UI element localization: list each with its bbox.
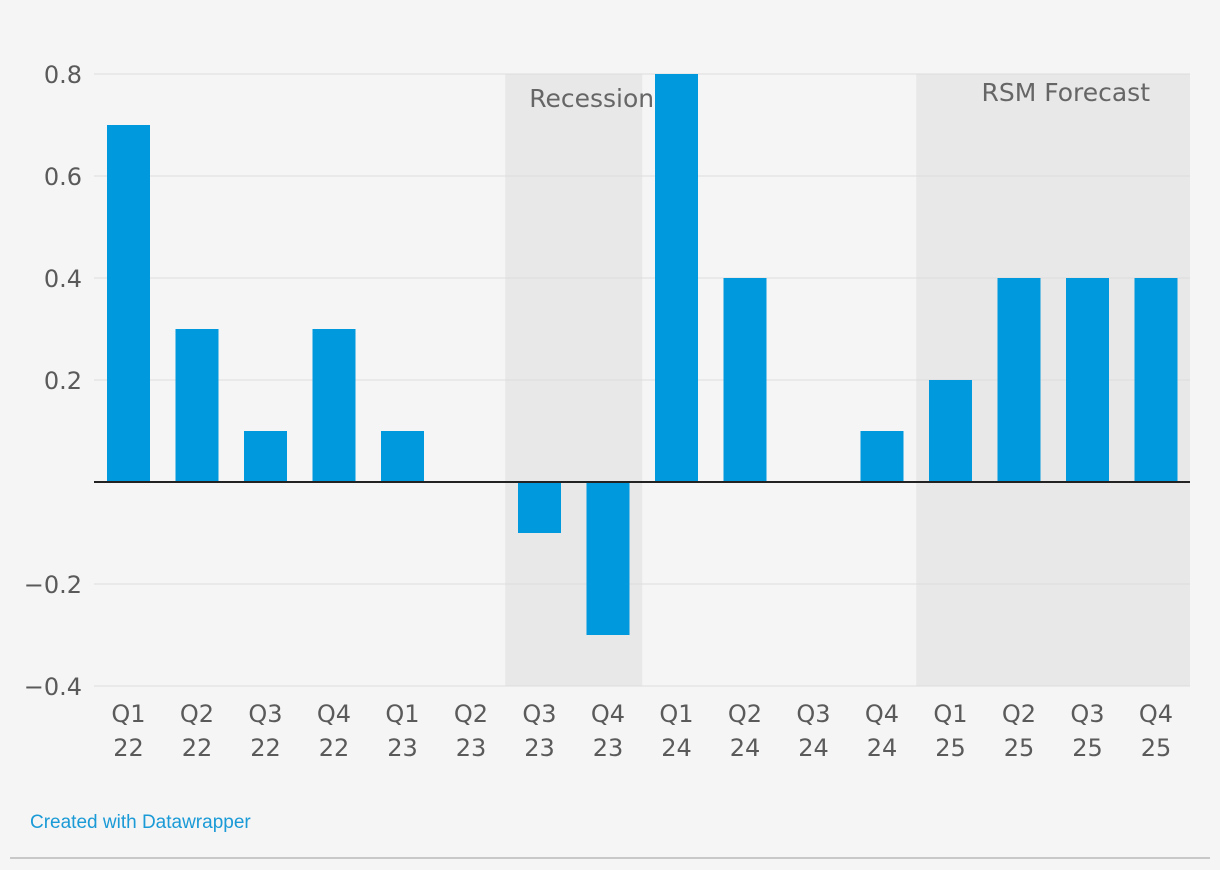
y-tick-label: 0.4 (44, 265, 82, 293)
x-tick-label-year: 25 (1004, 734, 1035, 762)
x-tick-label-year: 24 (867, 734, 898, 762)
x-tick-label-year: 23 (456, 734, 487, 762)
x-tick-label-year: 22 (182, 734, 213, 762)
x-tick-label-year: 23 (593, 734, 624, 762)
x-tick-label-quarter: Q4 (317, 700, 351, 728)
bar-q2-22 (175, 329, 219, 482)
x-tick-label-quarter: Q3 (1070, 700, 1104, 728)
band-label-recession: Recession (529, 84, 654, 113)
bar-chart: 0.8 0.6 0.4 0.2 −0.2 −0.4 Q1 22 Q2 22 Q3 22 Q4 22 Q1 2… (24, 61, 1190, 762)
x-tick-label-year: 22 (319, 734, 350, 762)
x-tick-label-quarter: Q3 (248, 700, 282, 728)
datawrapper-credit-link[interactable]: Created with Datawrapper (30, 812, 251, 833)
bar-q3-23 (518, 482, 561, 533)
bar-q2-24 (723, 278, 767, 482)
bar-q3-22 (244, 431, 287, 482)
bar-q2-25 (997, 278, 1041, 482)
bar-q4-22 (312, 329, 356, 482)
bars (107, 74, 1178, 635)
bar-q1-23 (381, 431, 424, 482)
bar-q3-25 (1066, 278, 1109, 482)
x-tick-label-quarter: Q1 (385, 700, 419, 728)
x-tick-label-year: 22 (113, 734, 144, 762)
x-tick-label-quarter: Q4 (1139, 700, 1173, 728)
bottom-divider (10, 857, 1210, 859)
x-tick-label-year: 24 (798, 734, 829, 762)
x-tick-label-year: 25 (1072, 734, 1103, 762)
bar-q1-22 (107, 125, 150, 482)
bar-q4-25 (1134, 278, 1178, 482)
x-tick-label-quarter: Q2 (180, 700, 214, 728)
x-tick-label-quarter: Q1 (933, 700, 967, 728)
band-label-rsm-forecast: RSM Forecast (981, 78, 1150, 107)
x-tick-label-year: 25 (1141, 734, 1172, 762)
y-tick-label: −0.4 (24, 673, 82, 701)
x-tick-label-year: 25 (935, 734, 966, 762)
x-tick-label-year: 23 (387, 734, 418, 762)
bar-q4-24 (860, 431, 904, 482)
x-tick-label-quarter: Q4 (865, 700, 899, 728)
x-tick-label-quarter: Q2 (728, 700, 762, 728)
x-tick-label-quarter: Q2 (1002, 700, 1036, 728)
x-tick-label-quarter: Q1 (111, 700, 145, 728)
y-axis-labels: 0.8 0.6 0.4 0.2 −0.2 −0.4 (24, 61, 82, 701)
x-tick-label-quarter: Q4 (591, 700, 625, 728)
x-tick-label-quarter: Q3 (522, 700, 556, 728)
bar-q1-25 (929, 380, 972, 482)
x-axis-labels: Q1 22 Q2 22 Q3 22 Q4 22 Q1 23 Q2 23 Q3 23 Q4 23 Q1 24 Q2 24… (111, 700, 1173, 762)
bar-q4-23 (586, 482, 630, 635)
x-tick-label-quarter: Q3 (796, 700, 830, 728)
x-tick-label-year: 24 (730, 734, 761, 762)
x-tick-label-quarter: Q2 (454, 700, 488, 728)
band-labels: Recession RSM Forecast (529, 78, 1150, 113)
y-tick-label: −0.2 (24, 571, 82, 599)
x-tick-label-year: 22 (250, 734, 281, 762)
x-tick-label-year: 24 (661, 734, 692, 762)
x-tick-label-quarter: Q1 (659, 700, 693, 728)
y-tick-label: 0.8 (44, 61, 82, 89)
x-tick-label-year: 23 (524, 734, 555, 762)
bar-q1-24 (655, 74, 698, 482)
y-tick-label: 0.6 (44, 163, 82, 191)
y-tick-label: 0.2 (44, 367, 82, 395)
